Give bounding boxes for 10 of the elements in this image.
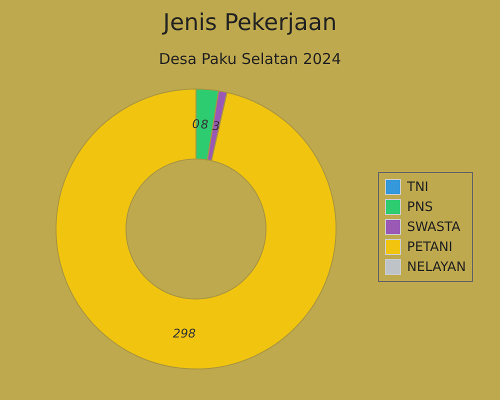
donut-slice bbox=[56, 88, 336, 370]
data-label: 8 bbox=[200, 117, 209, 132]
legend-label: SWASTA bbox=[407, 220, 460, 234]
chart-subtitle: Desa Paku Selatan 2024 bbox=[158, 50, 342, 68]
chart-title: Jenis Pekerjaan bbox=[161, 10, 338, 36]
data-label: 298 bbox=[172, 326, 196, 340]
legend-label: TNI bbox=[407, 180, 428, 194]
legend-label: PETANI bbox=[407, 240, 452, 254]
legend-label: PNS bbox=[407, 200, 433, 214]
legend-label: NELAYAN bbox=[407, 260, 466, 274]
